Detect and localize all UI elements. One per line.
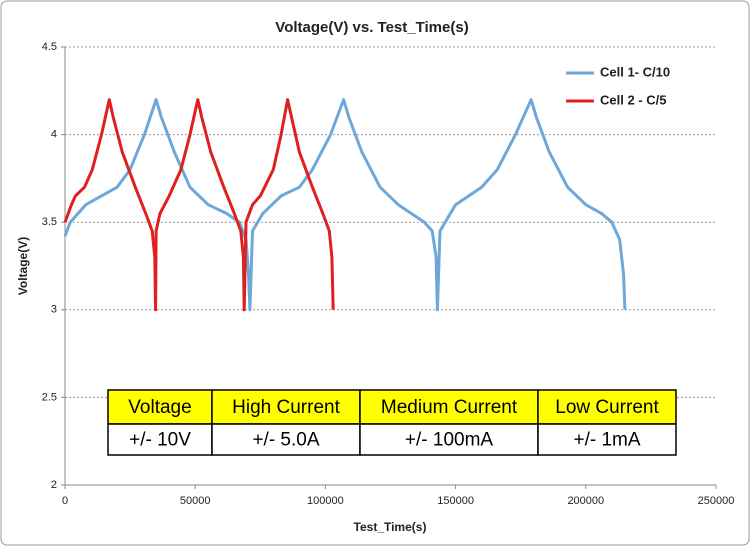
- y-axis-label: Voltage(V): [16, 237, 30, 295]
- legend-label: Cell 2 - C/5: [600, 92, 666, 107]
- table-cell-text: +/- 5.0A: [252, 430, 319, 451]
- table-header-text: High Current: [232, 397, 340, 418]
- table-header-text: Low Current: [555, 397, 659, 418]
- x-tick-label: 150000: [437, 495, 474, 507]
- y-tick-label: 3: [51, 304, 57, 316]
- y-tick-label: 2: [51, 479, 57, 491]
- x-axis-label: Test_Time(s): [354, 520, 427, 534]
- x-tick-label: 50000: [180, 495, 211, 507]
- y-tick-label: 4.5: [42, 41, 57, 53]
- series-line: [63, 98, 627, 312]
- y-tick-label: 3.5: [42, 216, 57, 228]
- x-tick-label: 250000: [698, 495, 735, 507]
- table-header-text: Medium Current: [381, 397, 518, 418]
- table-cell: [537, 423, 677, 456]
- table-cell-text: +/- 10V: [129, 430, 191, 451]
- table-header-cell: [537, 389, 677, 425]
- table-cell: [359, 423, 539, 456]
- table-cell-text: +/- 100mA: [405, 430, 494, 451]
- x-tick-label: 100000: [307, 495, 344, 507]
- table-header-text: Voltage: [128, 397, 191, 418]
- y-tick-label: 2.5: [42, 391, 57, 403]
- legend-label: Cell 1- C/10: [600, 64, 670, 79]
- chart-title: Voltage(V) vs. Test_Time(s): [275, 19, 468, 36]
- table-header-cell: [211, 389, 361, 425]
- table-cell-text: +/- 1mA: [573, 430, 640, 451]
- x-tick-label: 0: [62, 495, 68, 507]
- y-tick-label: 4: [51, 129, 57, 141]
- table-cell: [211, 423, 361, 456]
- x-tick-label: 200000: [567, 495, 604, 507]
- series-line: [63, 98, 335, 312]
